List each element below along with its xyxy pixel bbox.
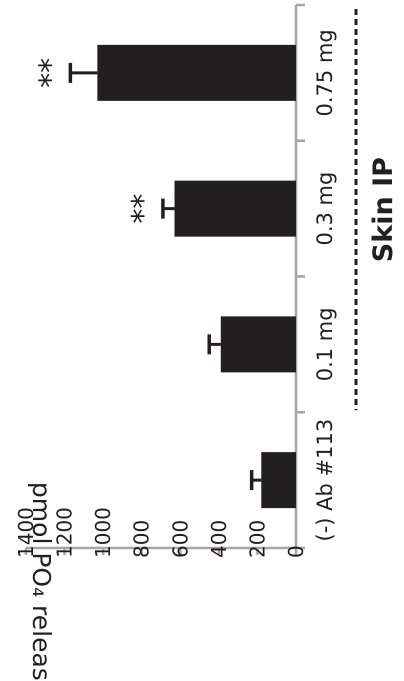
significance-mark: ** xyxy=(33,58,68,88)
category-label: 0.1 mg xyxy=(313,307,337,381)
value-tick-label: 600 xyxy=(168,520,192,558)
bar xyxy=(174,180,296,237)
value-tick-label: 800 xyxy=(130,520,154,558)
bar xyxy=(220,316,296,373)
significance-mark: ** xyxy=(126,194,161,224)
group-label: Skin IP xyxy=(368,157,399,262)
value-tick-label: 0 xyxy=(284,545,308,558)
category-label: (-) Ab #113 xyxy=(313,419,337,542)
labels: 0 200 400 600 800 1000 1200 1400 (-) Ab #113 0.1 … xyxy=(14,29,399,681)
bars xyxy=(68,44,296,509)
bar xyxy=(97,44,296,101)
value-axis-title: pmol PO₄ released xyxy=(27,482,56,681)
value-tick-label: 1000 xyxy=(91,507,115,558)
value-tick-label: 400 xyxy=(207,520,231,558)
category-label: 0.3 mg xyxy=(313,172,337,246)
category-label: 0.75 mg xyxy=(313,29,337,116)
value-tick-label: 200 xyxy=(245,520,269,558)
value-tick-label: 1200 xyxy=(53,507,77,558)
value-tick-label: 1400 xyxy=(14,507,38,558)
bar xyxy=(261,452,296,509)
